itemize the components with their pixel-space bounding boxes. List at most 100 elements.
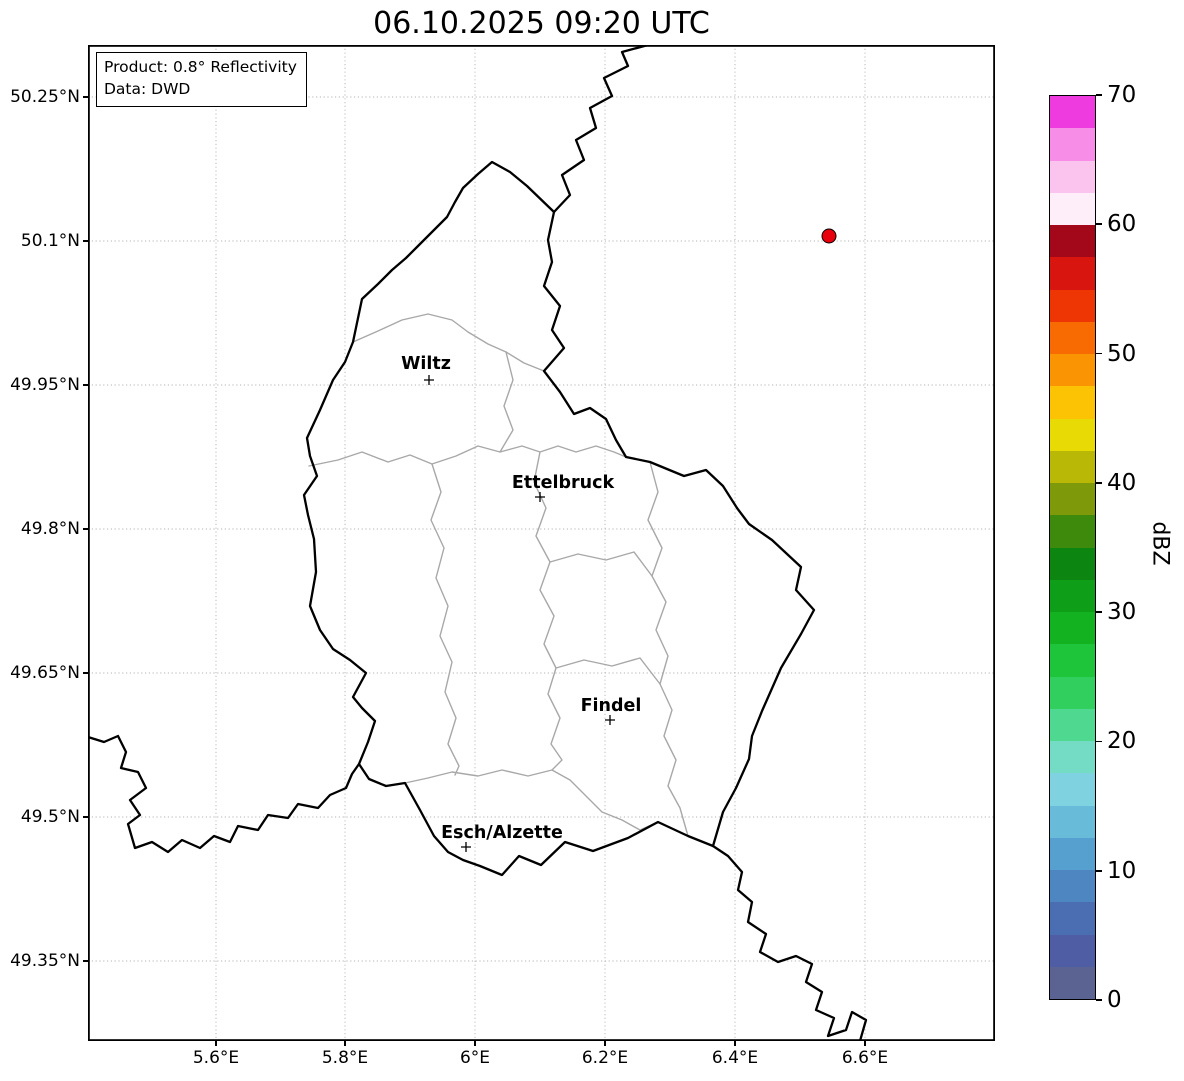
- colorbar-band: [1050, 515, 1095, 548]
- colorbar-band: [1050, 128, 1095, 161]
- district-border-line: [404, 769, 659, 831]
- colorbar-band: [1050, 902, 1095, 935]
- figure-title: 06.10.2025 09:20 UTC: [373, 6, 710, 41]
- city-label: Findel: [581, 696, 642, 716]
- colorbar-tick-label: 0: [1107, 987, 1122, 1013]
- colorbar-tick-mark: [1096, 352, 1102, 355]
- y-tick-label: 49.8°N: [20, 519, 80, 539]
- district-border-line: [555, 657, 661, 685]
- city-marker-icon: [461, 842, 471, 852]
- y-tick-mark: [83, 240, 88, 242]
- colorbar-band: [1050, 676, 1095, 709]
- map-plot-area: Wiltz Ettelbruck Findel Esch/Alzette Produc…: [88, 45, 995, 1041]
- colorbar-band: [1050, 644, 1095, 677]
- colorbar-tick-mark: [1096, 869, 1102, 872]
- luxembourg-map: Wiltz Ettelbruck Findel Esch/Alzette: [88, 45, 995, 1041]
- colorbar-band: [1050, 547, 1095, 580]
- colorbar-band: [1050, 579, 1095, 612]
- y-tick-label: 49.95°N: [10, 375, 80, 395]
- district-border-line: [499, 445, 627, 458]
- colorbar-tick-mark: [1096, 740, 1102, 743]
- city-marker-icon: [424, 375, 434, 385]
- colorbar-tick-label: 20: [1107, 728, 1137, 755]
- colorbar-band: [1050, 192, 1095, 225]
- x-tick-label: 6°E: [459, 1048, 491, 1068]
- y-tick-mark: [83, 816, 88, 818]
- radar-site-dot: [821, 228, 837, 244]
- colorbar-band: [1050, 934, 1095, 967]
- colorbar-band: [1050, 418, 1095, 451]
- colorbar-tick-label: 60: [1107, 211, 1137, 238]
- y-tick-mark: [83, 528, 88, 530]
- x-tick-mark: [604, 1041, 606, 1046]
- colorbar-band: [1050, 483, 1095, 516]
- colorbar-tick-mark: [1096, 999, 1102, 1001]
- colorbar-tick-mark: [1096, 611, 1102, 613]
- x-tick-mark: [864, 1041, 866, 1046]
- colorbar-band: [1050, 386, 1095, 419]
- district-border-line: [352, 313, 545, 372]
- product-info-box: Product: 0.8° Reflectivity Data: DWD: [96, 52, 307, 107]
- plot-frame: [88, 45, 995, 1041]
- y-tick-label: 49.35°N: [10, 951, 80, 971]
- colorbar-tick-mark: [1096, 482, 1102, 484]
- colorbar-band: [1050, 321, 1095, 354]
- colorbar-band: [1050, 805, 1095, 838]
- city-label: Wiltz: [401, 354, 451, 374]
- city-marker-icon: [535, 492, 545, 502]
- luxembourg-country-border: [302, 160, 816, 877]
- colorbar-band: [1050, 257, 1095, 290]
- x-tick-label: 5.8°E: [321, 1048, 369, 1068]
- y-tick-label: 49.65°N: [10, 663, 80, 683]
- x-tick-mark: [734, 1041, 736, 1046]
- x-tick-label: 6.6°E: [841, 1048, 889, 1068]
- neighbor-country-border: [711, 844, 868, 1041]
- colorbar-band: [1050, 870, 1095, 903]
- district-border-line: [549, 551, 653, 577]
- colorbar-tick-label: 50: [1107, 340, 1137, 367]
- colorbar-band: [1050, 966, 1095, 999]
- colorbar-band: [1050, 612, 1095, 645]
- city-label: Ettelbruck: [512, 473, 615, 493]
- colorbar-band: [1050, 708, 1095, 741]
- colorbar-band: [1050, 225, 1095, 258]
- x-tick-label: 6.4°E: [711, 1048, 759, 1068]
- colorbar-band: [1050, 96, 1095, 129]
- colorbar-tick-label: 10: [1107, 857, 1137, 884]
- neighbor-country-border: [552, 45, 650, 214]
- city-label: Esch/Alzette: [441, 823, 563, 843]
- colorbar-band: [1050, 160, 1095, 193]
- colorbar-tick-label: 30: [1107, 599, 1137, 626]
- y-tick-mark: [83, 384, 88, 386]
- x-tick-mark: [344, 1041, 346, 1046]
- district-border-line: [533, 451, 563, 771]
- city-marker-icon: [605, 715, 615, 725]
- colorbar-band: [1050, 354, 1095, 387]
- data-source-line: Data: DWD: [104, 80, 191, 99]
- y-tick-mark: [83, 96, 88, 98]
- district-border-line: [647, 461, 689, 837]
- district-border-line: [430, 463, 460, 776]
- colorbar-tick-mark: [1096, 223, 1102, 226]
- x-tick-mark: [215, 1041, 217, 1046]
- y-tick-mark: [83, 960, 88, 962]
- colorbar-band: [1050, 837, 1095, 870]
- y-tick-mark: [83, 672, 88, 674]
- x-tick-label: 5.6°E: [192, 1048, 240, 1068]
- neighbor-country-border: [88, 734, 361, 854]
- colorbar-band: [1050, 450, 1095, 483]
- colorbar: [1049, 95, 1096, 1000]
- y-tick-label: 49.5°N: [20, 807, 80, 827]
- colorbar-tick-label: 70: [1107, 82, 1137, 108]
- colorbar-band: [1050, 773, 1095, 806]
- y-tick-label: 50.25°N: [10, 87, 80, 107]
- colorbar-band: [1050, 289, 1095, 322]
- colorbar-band: [1050, 741, 1095, 774]
- product-info-line: Product: 0.8° Reflectivity: [104, 58, 297, 76]
- x-tick-label: 6.2°E: [581, 1048, 629, 1068]
- colorbar-tick-mark: [1096, 94, 1102, 96]
- district-border-line: [308, 351, 514, 467]
- x-tick-mark: [474, 1041, 476, 1046]
- y-tick-label: 50.1°N: [20, 231, 80, 251]
